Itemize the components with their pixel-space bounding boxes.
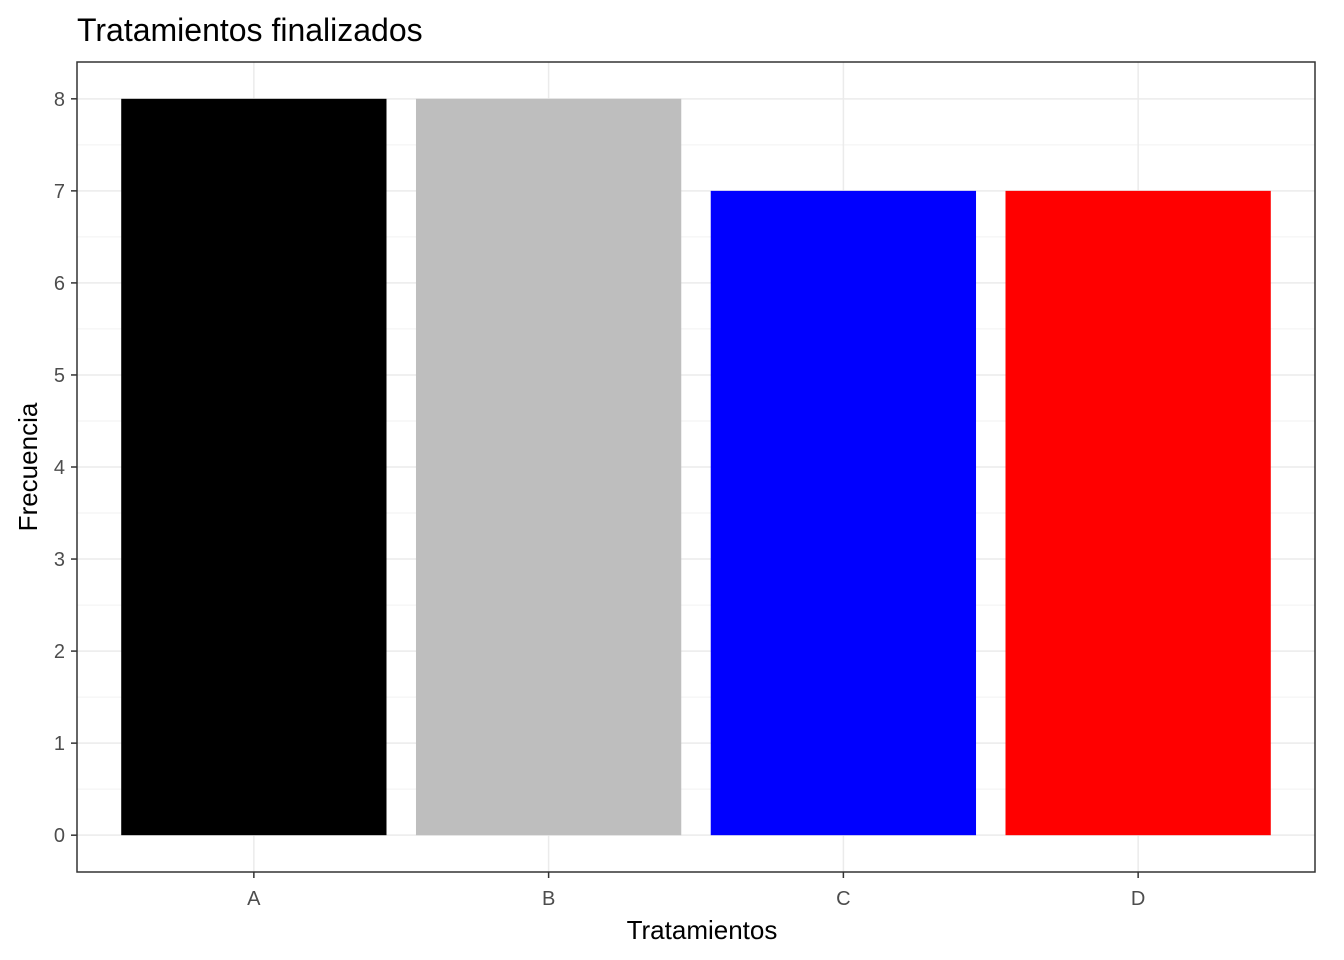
x-tick-label: C	[836, 888, 850, 910]
bars	[121, 98, 1271, 836]
y-tick-label: 4	[54, 457, 65, 479]
y-axis-title: Frecuencia	[13, 402, 43, 531]
y-tick-label: 8	[54, 89, 65, 111]
y-tick-label: 3	[54, 549, 65, 571]
bar-b	[415, 98, 682, 836]
x-tick-label: A	[247, 888, 261, 910]
x-axis: A B C D	[247, 872, 1145, 910]
x-tick-label: D	[1131, 888, 1145, 910]
y-tick-label: 7	[54, 181, 65, 203]
y-tick-label: 6	[54, 273, 65, 295]
x-tick-label: B	[542, 888, 555, 910]
y-tick-label: 2	[54, 641, 65, 663]
y-tick-label: 1	[54, 733, 65, 755]
bar-c	[710, 190, 977, 836]
y-tick-label: 5	[54, 365, 65, 387]
y-axis: 0 1 2 3 4 5 6 7 8	[54, 89, 77, 847]
x-axis-title: Tratamientos	[627, 915, 778, 945]
bar-d	[1005, 190, 1271, 836]
chart-title: Tratamientos finalizados	[77, 12, 423, 48]
bar-a	[121, 98, 387, 836]
y-tick-label: 0	[54, 825, 65, 847]
